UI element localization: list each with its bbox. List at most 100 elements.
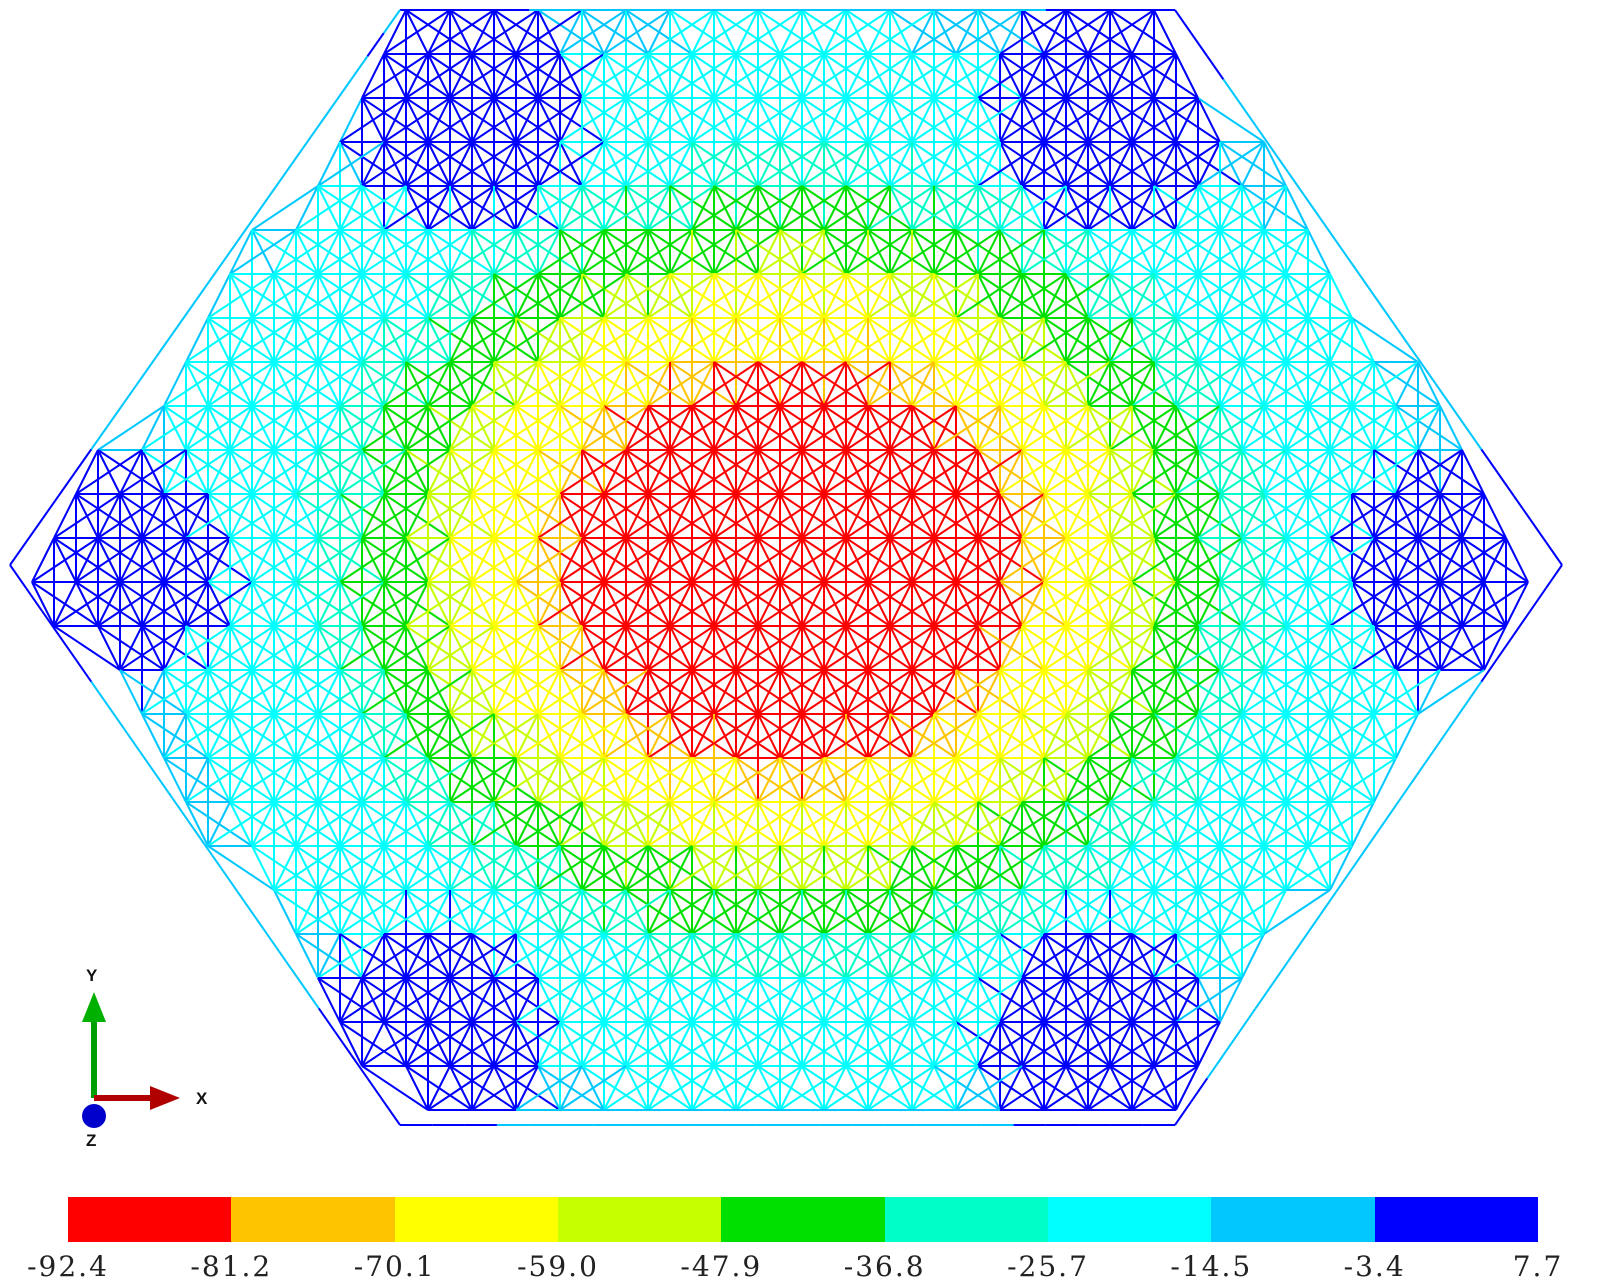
mesh-member: [647, 625, 715, 671]
mesh-member: [647, 185, 671, 231]
mesh-member: [757, 405, 781, 451]
mesh-member: [845, 405, 913, 451]
mesh-member: [361, 229, 385, 275]
mesh-member: [493, 757, 517, 803]
mesh-member: [581, 141, 649, 187]
mesh-member: [334, 1031, 353, 1056]
mesh-member: [977, 757, 1001, 803]
mesh-member: [1329, 493, 1353, 539]
mesh-member: [537, 405, 605, 451]
mesh-member: [1153, 141, 1177, 187]
mesh-member: [867, 361, 935, 407]
mesh-member: [691, 713, 715, 759]
mesh-member: [339, 889, 363, 935]
mesh-member: [1131, 713, 1155, 759]
mesh-member: [1197, 493, 1221, 539]
mesh-member: [317, 317, 385, 363]
mesh-member: [779, 625, 803, 671]
mesh-member: [625, 405, 693, 451]
mesh-member: [1417, 581, 1441, 627]
legend-tick-label: -3.4: [1343, 1250, 1406, 1283]
mesh-member: [669, 581, 737, 627]
mesh-member: [317, 933, 341, 979]
mesh-member: [1087, 449, 1111, 495]
mesh-member: [251, 713, 319, 759]
mesh-member: [207, 537, 275, 583]
mesh-member: [493, 1021, 517, 1067]
mesh-member: [317, 977, 341, 1023]
mesh-member: [801, 405, 825, 451]
mesh-member: [1109, 933, 1177, 979]
mesh-member: [1285, 669, 1353, 715]
mesh-member: [933, 493, 1001, 539]
mesh-member: [933, 669, 957, 715]
mesh-member: [713, 229, 737, 275]
mesh-member: [845, 669, 869, 715]
mesh-member: [955, 449, 1023, 495]
mesh-member: [735, 625, 803, 671]
mesh-member: [1241, 669, 1265, 715]
mesh-member: [559, 537, 627, 583]
mesh-member: [317, 405, 385, 451]
mesh-member: [1153, 669, 1221, 715]
mesh-member: [1395, 449, 1419, 495]
mesh-member: [625, 1021, 693, 1067]
mesh-member: [537, 1021, 605, 1067]
mesh-member: [171, 797, 190, 823]
mesh-member: [220, 240, 239, 265]
mesh-member: [471, 977, 495, 1023]
mesh-member: [449, 1021, 517, 1067]
mesh-member: [163, 449, 231, 495]
mesh-member: [1464, 681, 1483, 706]
mesh-member: [1043, 801, 1067, 847]
mesh-member: [471, 625, 539, 671]
mesh-member: [229, 405, 253, 451]
mesh-member: [1175, 185, 1243, 231]
mesh-member: [911, 9, 979, 55]
mesh-member: [999, 97, 1067, 143]
mesh-member: [1219, 449, 1287, 495]
mesh-member: [977, 141, 1045, 187]
mesh-member: [581, 53, 649, 99]
mesh-member: [801, 141, 869, 187]
mesh-member: [1285, 669, 1309, 715]
mesh-member: [1483, 537, 1507, 583]
mesh-member: [1254, 125, 1273, 150]
mesh-member: [1395, 537, 1463, 583]
mesh-member: [229, 669, 253, 715]
mesh-member: [559, 713, 583, 759]
mesh-member: [1241, 845, 1309, 891]
mesh-member: [1021, 141, 1045, 187]
mesh-member: [1219, 273, 1243, 319]
mesh-member: [1505, 581, 1529, 627]
mesh-member: [735, 625, 759, 671]
mesh-member: [779, 273, 847, 319]
mesh-member: [735, 449, 803, 495]
mesh-member: [1307, 449, 1331, 495]
mesh-member: [207, 273, 231, 319]
mesh-member: [647, 361, 671, 407]
mesh-member: [867, 977, 891, 1023]
mesh-member: [361, 757, 429, 803]
mesh-member: [537, 757, 605, 803]
mesh-member: [163, 713, 187, 759]
mesh-member: [449, 933, 517, 979]
mesh-member: [1175, 977, 1199, 1023]
mesh-member: [1197, 317, 1265, 363]
mesh-member: [1197, 669, 1221, 715]
mesh-member: [625, 757, 649, 803]
mesh-member: [625, 933, 693, 979]
mesh-member: [1065, 493, 1089, 539]
mesh-member: [691, 361, 759, 407]
mesh-member: [801, 317, 869, 363]
mesh-member: [1439, 449, 1463, 495]
mesh-member: [471, 9, 495, 55]
mesh-member: [977, 229, 1045, 275]
mesh-member: [889, 933, 913, 979]
mesh-member: [515, 97, 583, 143]
mesh-member: [735, 273, 759, 319]
mesh-member: [1351, 844, 1370, 869]
mesh-member: [1065, 581, 1133, 627]
mesh-member: [823, 713, 891, 759]
mesh-member: [823, 625, 847, 671]
